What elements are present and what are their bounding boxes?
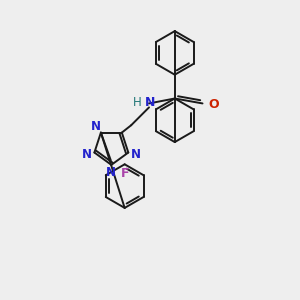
Text: N: N — [106, 166, 116, 179]
Text: O: O — [208, 98, 219, 111]
Text: N: N — [131, 148, 141, 161]
Text: F: F — [120, 167, 129, 180]
Text: N: N — [82, 148, 92, 161]
Text: N: N — [91, 120, 101, 133]
Text: H: H — [133, 96, 142, 109]
Text: N: N — [145, 96, 155, 109]
